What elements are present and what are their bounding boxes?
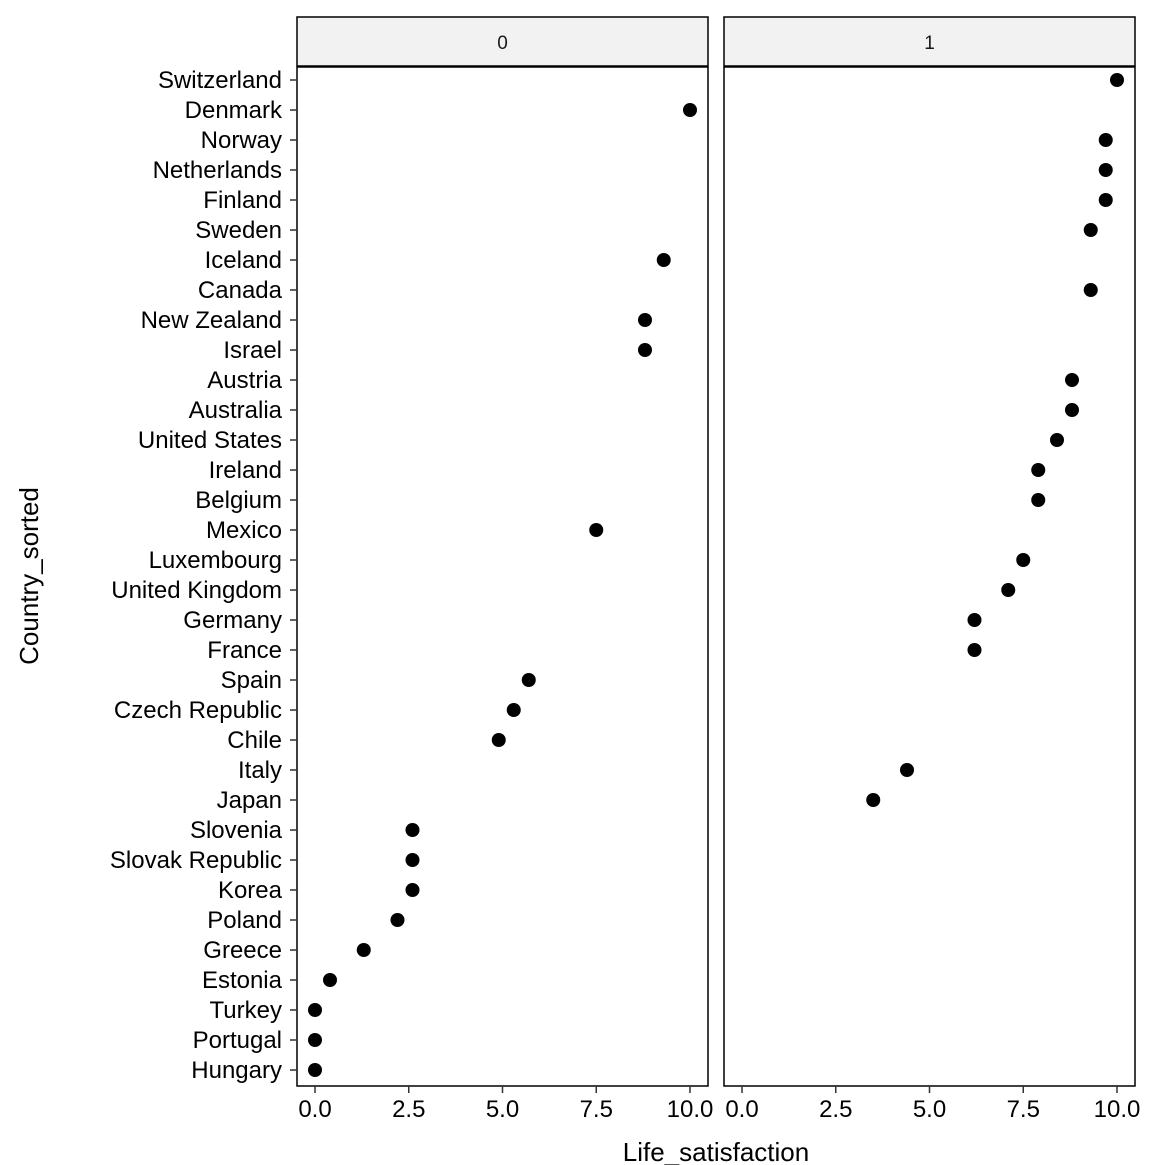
point-new-zealand [638,313,652,327]
point-slovenia [405,823,420,837]
y-tick-label: Austria [207,367,282,394]
y-tick-label: Spain [221,667,282,694]
point-slovak-republic [405,853,420,867]
y-tick-label: Finland [203,187,282,214]
facet-strip-label: 1 [924,33,935,54]
y-tick-label: Iceland [205,247,282,274]
y-tick-label: France [207,637,282,664]
y-tick-label: Estonia [202,967,283,994]
y-tick-label: Netherlands [153,157,282,184]
y-tick-label: Italy [238,757,282,784]
y-tick-label: Norway [201,127,282,154]
point-estonia [323,973,337,987]
x-tick-label: 0.0 [725,1096,758,1123]
x-tick-label: 5.0 [486,1096,519,1123]
facet-panel-1: 10.0 2.5 5.0 7.5 10.0 [723,16,1141,1123]
y-tick-label: New Zealand [141,307,282,334]
point-czech-republic [506,703,521,717]
point-ireland [1031,463,1046,477]
point-japan [866,793,881,807]
point-turkey [308,1003,322,1017]
y-tick-label: United States [138,427,282,454]
y-tick-label: Slovenia [190,817,283,844]
point-italy [900,763,914,777]
facet-strip [723,16,1136,67]
facet-panel-0: 0 0.0 2.5 5.0 7.5 10.0 [296,16,714,1123]
y-tick-label: Chile [227,727,282,754]
y-axis-title: Country_sorted [14,487,44,665]
point-luxembourg [1016,553,1031,567]
y-tick-label: Mexico [206,517,282,544]
point-denmark [683,103,697,117]
point-poland [390,913,405,927]
y-tick-label: Turkey [210,997,282,1024]
y-tick-label: Germany [183,607,282,634]
x-axis-title: Life_satisfaction [623,1137,809,1165]
y-tick-label: Canada [198,277,283,304]
point-germany [967,613,982,627]
y-tick-label: Japan [217,787,282,814]
facet-strip-label: 0 [497,33,508,54]
y-tick-label: Greece [203,937,282,964]
point-portugal [308,1033,322,1047]
point-israel [638,343,652,357]
x-tick-label: 7.5 [1007,1096,1040,1123]
point-austria [1065,373,1079,387]
point-spain [521,673,536,687]
point-united-kingdom [1001,583,1016,597]
point-belgium [1031,493,1046,507]
y-tick-label: Sweden [195,217,282,244]
point-chile [491,733,506,747]
x-tick-label: 5.0 [913,1096,946,1123]
point-united-states [1050,433,1064,447]
point-finland [1098,193,1113,207]
y-tick-label: Australia [189,397,283,424]
point-netherlands [1098,163,1113,177]
x-tick-label: 10.0 [667,1096,714,1123]
point-france [967,643,982,657]
y-tick-label: Israel [223,337,282,364]
y-tick-label: Belgium [195,487,282,514]
y-tick-label: Switzerland [158,67,282,94]
x-tick-label: 7.5 [580,1096,613,1123]
point-canada [1083,283,1098,297]
panel-border [296,66,709,1087]
point-norway [1098,133,1113,147]
y-tick-label: Portugal [193,1027,282,1054]
point-sweden [1083,223,1098,237]
point-korea [405,883,420,897]
x-tick-label: 10.0 [1094,1096,1141,1123]
point-mexico [589,523,604,537]
y-tick-label: Korea [218,877,283,904]
point-iceland [656,253,671,267]
x-tick-label: 2.5 [819,1096,852,1123]
point-greece [356,943,371,957]
y-tick-label: Luxembourg [149,547,282,574]
y-tick-label: Hungary [191,1057,282,1084]
y-tick-label: United Kingdom [111,577,282,604]
y-tick-label: Ireland [209,457,282,484]
panel-border [723,66,1136,1087]
x-tick-label: 2.5 [392,1096,425,1123]
x-tick-label: 0.0 [298,1096,331,1123]
point-australia [1065,403,1079,417]
y-tick-label: Slovak Republic [110,847,282,874]
y-tick-label: Poland [207,907,282,934]
point-switzerland [1110,73,1124,87]
y-tick-label: Denmark [185,97,283,124]
facet-strip [296,16,709,67]
point-hungary [308,1063,322,1077]
